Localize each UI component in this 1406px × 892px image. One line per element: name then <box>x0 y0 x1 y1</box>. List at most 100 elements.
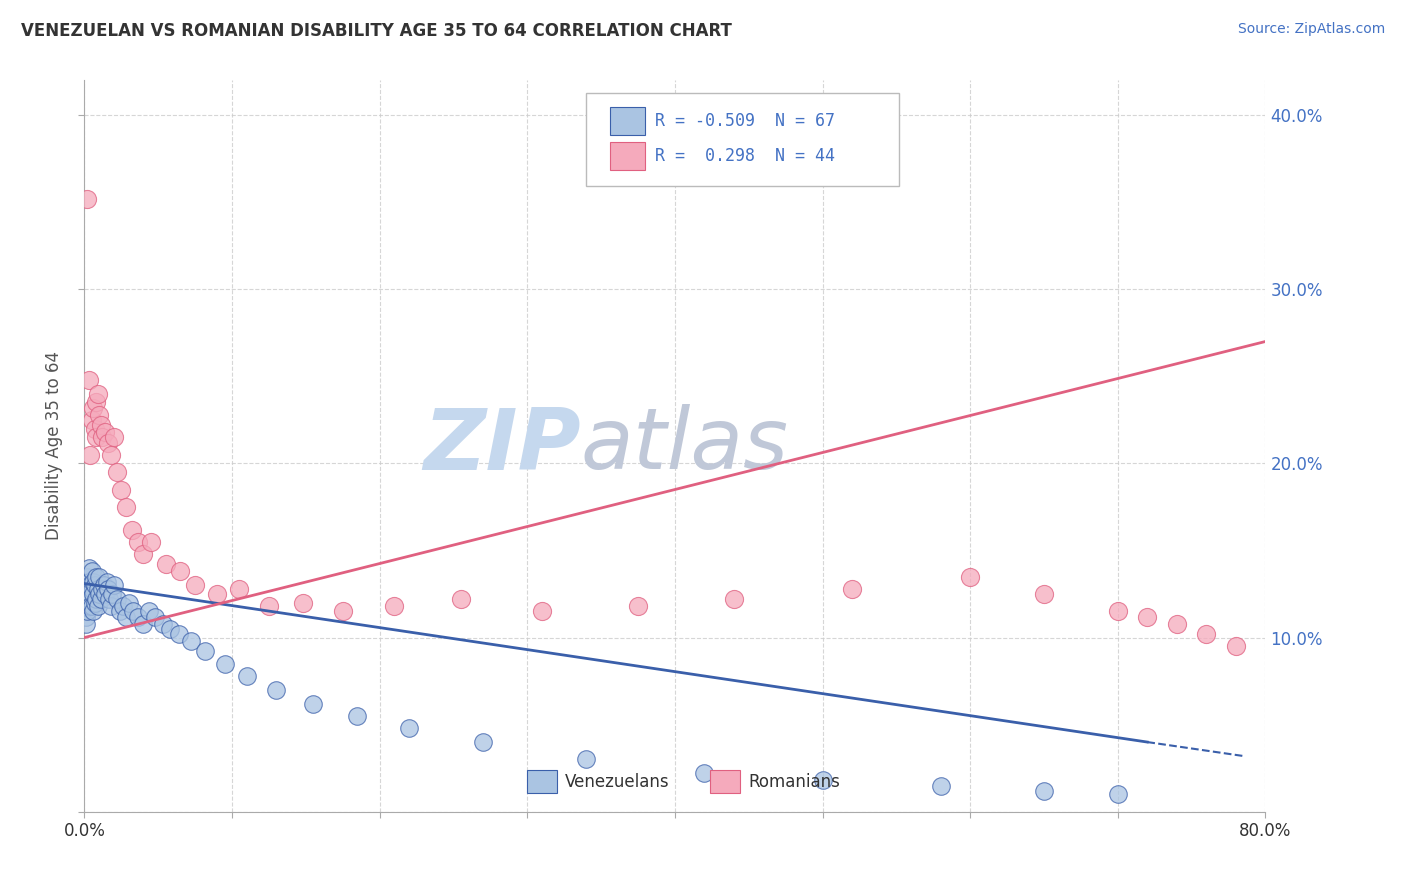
Point <box>811 773 834 788</box>
Point <box>82 587 104 601</box>
Point <box>472 735 495 749</box>
Point <box>169 565 191 579</box>
Point <box>959 569 981 583</box>
Point <box>75 587 97 601</box>
Point <box>96 574 118 589</box>
Text: R =  0.298  N = 44: R = 0.298 N = 44 <box>655 147 835 165</box>
Point <box>94 587 117 601</box>
Point <box>138 604 160 618</box>
Point <box>1033 784 1056 798</box>
Point <box>75 599 97 614</box>
Text: Source: ZipAtlas.com: Source: ZipAtlas.com <box>1237 22 1385 37</box>
Point <box>103 578 125 592</box>
Point <box>1136 609 1159 624</box>
Point <box>75 616 97 631</box>
Point <box>627 599 650 614</box>
Point <box>127 534 149 549</box>
Point <box>83 421 105 435</box>
Point <box>98 592 121 607</box>
Point <box>139 534 162 549</box>
Point <box>90 592 112 607</box>
Point <box>86 599 108 614</box>
Point <box>118 596 141 610</box>
Point <box>77 574 100 589</box>
Point <box>82 604 104 618</box>
Point <box>132 547 155 561</box>
Point <box>108 604 131 618</box>
Point <box>77 561 100 575</box>
Point <box>77 373 100 387</box>
Point <box>75 578 97 592</box>
Point <box>105 592 128 607</box>
Point <box>1195 627 1218 641</box>
Point <box>97 582 120 596</box>
Point <box>87 587 111 601</box>
Text: R = -0.509  N = 67: R = -0.509 N = 67 <box>655 112 835 130</box>
Point <box>80 413 103 427</box>
Point <box>76 604 98 618</box>
Text: ZIP: ZIP <box>423 404 581 488</box>
Bar <box>610 143 645 170</box>
Point <box>94 425 117 439</box>
Point <box>80 582 103 596</box>
Point <box>76 596 98 610</box>
Point <box>127 609 149 624</box>
Point <box>84 592 107 607</box>
Point <box>87 569 111 583</box>
Point <box>79 578 101 592</box>
Point <box>693 766 716 780</box>
Point <box>91 430 114 444</box>
Point <box>194 644 217 658</box>
Point <box>121 523 143 537</box>
Point <box>82 574 104 589</box>
Point <box>841 582 863 596</box>
Point <box>214 657 236 671</box>
Point <box>75 609 97 624</box>
FancyBboxPatch shape <box>586 93 900 186</box>
Point <box>257 599 280 614</box>
Point <box>83 578 105 592</box>
Point <box>110 483 132 497</box>
Point <box>100 448 122 462</box>
Point <box>450 592 472 607</box>
Text: VENEZUELAN VS ROMANIAN DISABILITY AGE 35 TO 64 CORRELATION CHART: VENEZUELAN VS ROMANIAN DISABILITY AGE 35… <box>21 22 733 40</box>
Point <box>79 599 101 614</box>
Bar <box>710 770 740 794</box>
Point <box>929 779 952 793</box>
Point <box>114 609 136 624</box>
Point <box>1033 587 1056 601</box>
Point <box>228 582 250 596</box>
Point <box>382 599 406 614</box>
Point <box>93 578 115 592</box>
Point <box>398 721 420 735</box>
Point <box>184 578 207 592</box>
Point <box>84 430 107 444</box>
Point <box>83 596 105 610</box>
Y-axis label: Disability Age 35 to 64: Disability Age 35 to 64 <box>45 351 63 541</box>
Point <box>87 408 111 422</box>
Point <box>236 669 259 683</box>
Point <box>80 599 103 614</box>
Bar <box>610 107 645 135</box>
Point <box>82 401 104 415</box>
Point <box>332 604 354 618</box>
Point <box>114 500 136 514</box>
Point <box>180 634 202 648</box>
Text: Venezuelans: Venezuelans <box>565 772 669 790</box>
Point <box>1107 604 1129 618</box>
Point <box>76 569 98 583</box>
Point <box>79 587 101 601</box>
Point <box>91 582 114 596</box>
Point <box>167 627 190 641</box>
Point <box>207 587 229 601</box>
Point <box>90 418 112 433</box>
Point <box>346 709 368 723</box>
Bar <box>527 770 557 794</box>
Text: Romanians: Romanians <box>748 772 839 790</box>
Point <box>86 386 108 401</box>
Point <box>97 435 120 450</box>
Point <box>143 609 166 624</box>
Point <box>159 622 181 636</box>
Point <box>531 604 554 618</box>
Point <box>80 565 103 579</box>
